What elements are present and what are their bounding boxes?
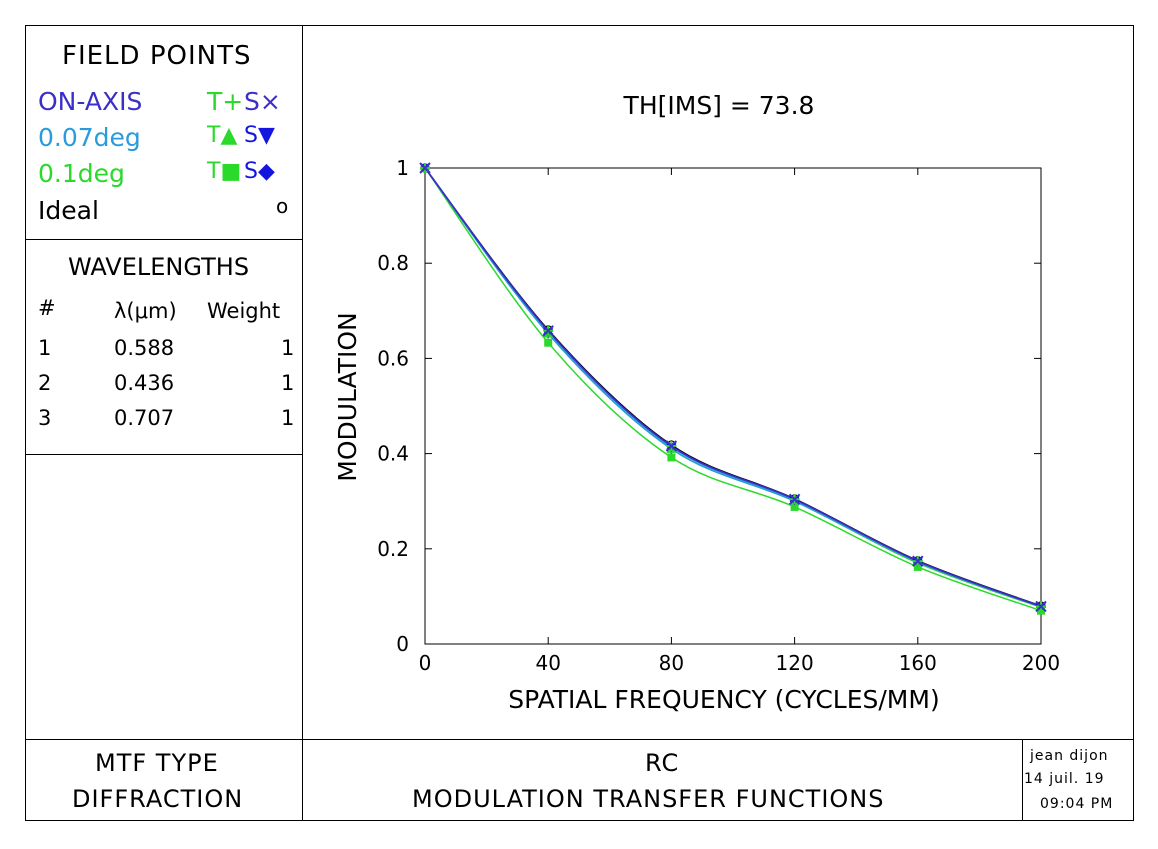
marker-0-1deg-t — [913, 562, 922, 571]
marker-0-1deg-t — [544, 338, 553, 347]
series-line-on-axis-s — [424, 167, 1042, 608]
series-line-0-1deg-t — [424, 167, 1042, 612]
marker-on-axis-s — [542, 325, 554, 337]
mtf-type-label: MTF TYPE — [95, 749, 219, 777]
x-tick-label: 80 — [659, 651, 684, 675]
series-line-ideal — [424, 167, 1042, 607]
y-tick-label: 0.6 — [377, 346, 409, 370]
x-tick-label: 0 — [419, 651, 432, 675]
plot-area — [424, 167, 1042, 645]
wl-row-index: 1 — [38, 336, 52, 360]
marker-0-1deg-t — [790, 502, 799, 511]
wl-header-index: # — [38, 296, 56, 320]
wl-row-index: 2 — [38, 371, 52, 395]
wl-row-lambda: 0.588 — [114, 336, 175, 360]
marker-on-axis-s — [665, 440, 678, 452]
wl-row-weight: 1 — [281, 406, 295, 430]
field-onaxis-t-marker: T+ — [207, 87, 244, 116]
field-points-title: FIELD POINTS — [62, 41, 252, 71]
series-line-on-axis-t — [424, 167, 1042, 608]
field-01-label: 0.1deg — [38, 159, 125, 188]
marker-on-axis-s — [1035, 600, 1047, 613]
field-007-label: 0.07deg — [38, 123, 141, 152]
left-panel-divider — [302, 25, 303, 821]
series-line-0-07deg-t — [424, 167, 1042, 608]
field-points-divider — [25, 239, 302, 240]
stamp-divider — [1022, 739, 1023, 821]
x-tick-label: 160 — [899, 651, 937, 675]
y-tick-label: 0.2 — [377, 537, 409, 561]
y-tick-label: 1 — [396, 156, 409, 180]
marker-on-axis-s — [912, 555, 924, 567]
field-007-s-marker: S▼ — [244, 123, 275, 148]
field-01-s-marker: S◆ — [244, 159, 275, 184]
design-name: RC — [645, 749, 680, 777]
wavelengths-title: WAVELENGTHS — [68, 253, 250, 281]
stamp-date: 14 juil. 19 — [1024, 771, 1105, 787]
wl-row-index: 3 — [38, 406, 52, 430]
mtf-type-value: DIFFRACTION — [72, 785, 244, 813]
wavelengths-divider — [25, 454, 302, 455]
wl-row-weight: 1 — [281, 336, 295, 360]
field-onaxis-label: ON-AXIS — [38, 87, 143, 116]
x-tick-label: 120 — [776, 651, 814, 675]
x-tick-label: 200 — [1022, 651, 1060, 675]
y-tick-label: 0.8 — [377, 251, 409, 275]
chart-title: TH[IMS] = 73.8 — [623, 91, 815, 120]
series-line-0-1deg-s — [424, 167, 1042, 609]
field-onaxis-s-marker: S× — [244, 87, 281, 116]
wl-header-weight: Weight — [207, 299, 281, 323]
y-tick-label: 0.4 — [377, 442, 409, 466]
field-ideal-marker: o — [276, 194, 289, 218]
plot-description: MODULATION TRANSFER FUNCTIONS — [412, 785, 885, 813]
stamp-time: 09:04 PM — [1040, 796, 1114, 812]
marker-on-axis-s — [419, 162, 431, 174]
x-tick-label: 40 — [535, 651, 560, 675]
field-007-t-marker: T▲ — [207, 123, 238, 148]
marker-on-axis-s — [788, 493, 801, 506]
x-axis-label: SPATIAL FREQUENCY (CYCLES/MM) — [508, 685, 939, 714]
field-ideal-label: Ideal — [38, 196, 99, 225]
wl-row-weight: 1 — [281, 371, 295, 395]
footer-divider — [25, 739, 1134, 740]
wl-row-lambda: 0.436 — [114, 371, 175, 395]
stamp-user: jean dijon — [1030, 748, 1109, 764]
wl-header-lambda: λ(μm) — [114, 299, 177, 323]
wl-row-lambda: 0.707 — [114, 406, 175, 430]
field-01-t-marker: T■ — [207, 159, 242, 184]
y-axis-label: MODULATION — [333, 312, 362, 481]
plot-frame — [25, 25, 1134, 821]
y-tick-label: 0 — [396, 632, 409, 656]
series-line-0-07deg-s — [424, 167, 1042, 608]
marker-0-1deg-t — [667, 453, 676, 462]
